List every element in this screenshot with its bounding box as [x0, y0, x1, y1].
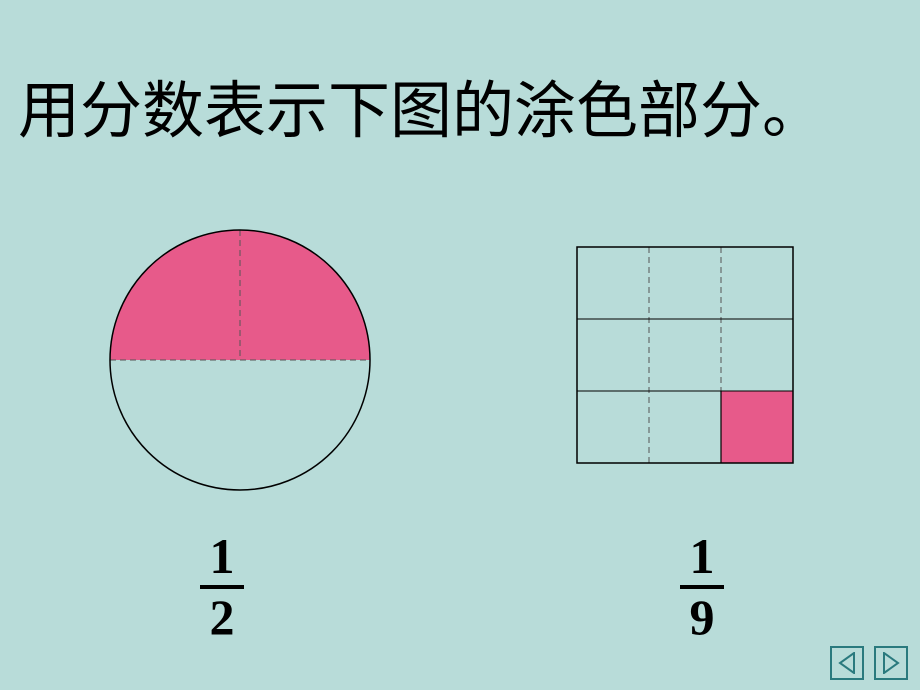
prev-button[interactable] — [830, 646, 864, 680]
triangle-right-icon — [882, 652, 900, 674]
fraction-left-numerator: 1 — [200, 530, 244, 583]
next-button[interactable] — [874, 646, 908, 680]
circle-diagram — [100, 220, 380, 505]
triangle-left-icon — [838, 652, 856, 674]
grid-svg — [575, 245, 795, 465]
fraction-left-denominator: 2 — [200, 591, 244, 644]
fraction-right-numerator: 1 — [680, 530, 724, 583]
fraction-right-denominator: 9 — [680, 591, 724, 644]
page-title: 用分数表示下图的涂色部分。 — [18, 60, 918, 150]
grid-diagram — [575, 245, 795, 470]
nav-controls — [830, 646, 908, 680]
fraction-right: 1 9 — [680, 530, 724, 643]
fraction-left-bar — [200, 585, 244, 589]
circle-svg — [100, 220, 380, 500]
fraction-right-bar — [680, 585, 724, 589]
fraction-left: 1 2 — [200, 530, 244, 643]
